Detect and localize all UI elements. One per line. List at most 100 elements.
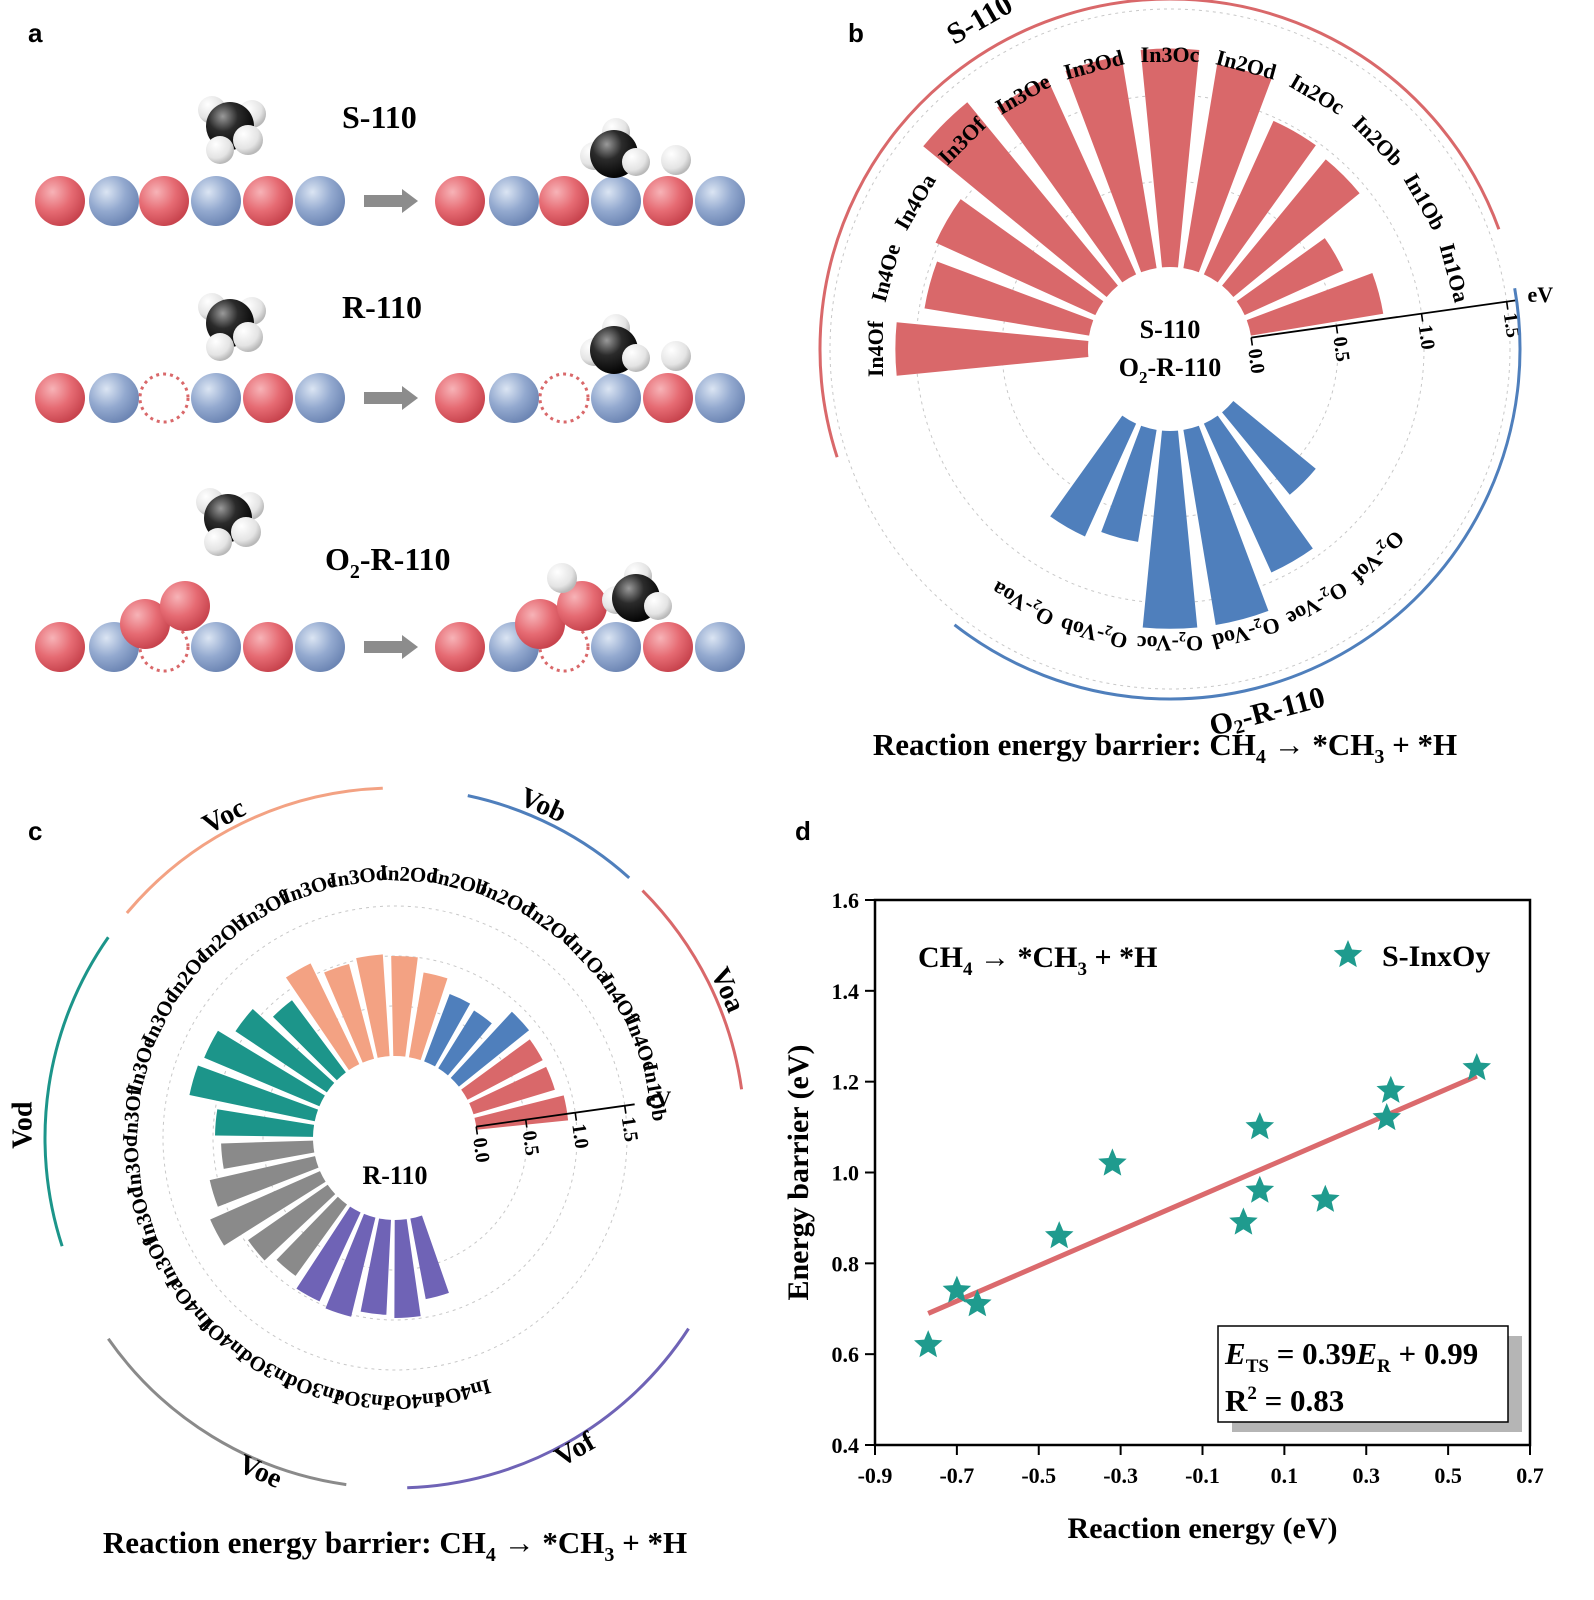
- bar-In4Of: [276, 1196, 348, 1276]
- atom: [435, 373, 485, 423]
- bar-In2Od: [1183, 64, 1272, 273]
- atom: [139, 176, 189, 226]
- bar-In3Oe: [324, 963, 375, 1063]
- panel-a-label: a: [28, 18, 43, 48]
- atom: [643, 176, 693, 226]
- atom: [35, 373, 85, 423]
- y-tick-label: 1.0: [832, 1161, 860, 1186]
- category-label: O2-Vob: [1057, 609, 1131, 654]
- atom: [591, 176, 641, 226]
- data-point: [963, 1289, 992, 1317]
- category-label: In3Oc: [1141, 42, 1200, 67]
- data-point: [1229, 1207, 1258, 1235]
- bar-In4Oa: [248, 1184, 336, 1261]
- group-arc: [467, 794, 631, 880]
- h-atom: [622, 148, 650, 176]
- category-label: In2Od: [379, 861, 439, 888]
- bar-In3Oc: [296, 1206, 361, 1302]
- data-point: [1372, 1103, 1401, 1131]
- atom: [191, 373, 241, 423]
- category-label: In1Oa: [1435, 241, 1475, 305]
- category-label: In2Ob: [1348, 110, 1409, 171]
- legend-label: S-InxOy: [1382, 940, 1490, 973]
- bar-In3Oe: [997, 78, 1137, 283]
- radial-tick: [475, 1126, 479, 1135]
- atom: [695, 176, 745, 226]
- bar-In1Ob: [474, 1095, 569, 1130]
- bar-O2-Vod: [1183, 425, 1269, 626]
- atom: [89, 373, 139, 423]
- grid-circle: [915, 94, 1425, 604]
- atom: [295, 176, 345, 226]
- bar-In3Od: [356, 954, 390, 1058]
- unit-label: eV: [646, 1086, 672, 1111]
- bar-In3Od: [1065, 55, 1157, 273]
- data-point: [1245, 1112, 1275, 1140]
- y-tick-label: 0.6: [832, 1342, 860, 1367]
- row-3-label: O2-R-110: [325, 541, 451, 583]
- x-tick-label: -0.3: [1103, 1463, 1138, 1488]
- r-squared: R2 = 0.83: [1225, 1383, 1344, 1418]
- group-arc: [107, 1337, 347, 1487]
- y-axis-label: Energy barrier (eV): [782, 1044, 815, 1300]
- category-label: In3Of: [118, 1086, 147, 1143]
- category-label: In3Oc: [117, 1137, 147, 1195]
- x-axis-label: Reaction energy (eV): [1068, 1512, 1338, 1545]
- methane-h: [206, 136, 234, 164]
- caption-b: Reaction energy barrier: CH4 → *CH3 + *H: [873, 727, 1457, 768]
- arrow-head: [402, 386, 418, 410]
- bar-In3Od: [325, 1213, 376, 1317]
- atom: [695, 622, 745, 672]
- data-point: [942, 1275, 972, 1303]
- category-label: In4Oe: [866, 241, 905, 304]
- bar-In3Od: [209, 1156, 319, 1207]
- radial-tick-label: 1.0: [567, 1122, 592, 1150]
- bar-O2-Vob: [1101, 425, 1157, 542]
- bar-O2-Voa: [1050, 415, 1137, 537]
- row-2-label: R-110: [342, 289, 422, 325]
- category-label: In4Oa: [384, 1388, 443, 1416]
- bar-In3Of: [210, 1171, 326, 1246]
- group-label: Vof: [549, 1426, 601, 1474]
- category-label: In3Oe: [122, 1035, 161, 1095]
- o2-atom: [160, 581, 210, 631]
- atom: [89, 176, 139, 226]
- bar-In2Od: [424, 994, 471, 1067]
- center-label: R-110: [363, 1161, 428, 1190]
- scatter-chart-d: -0.9 -0.7 -0.5 -0.3 -0.1 0.1 0.3 0.5 0.7 0.4 0.6 0.…: [782, 888, 1544, 1545]
- atom: [191, 622, 241, 672]
- group-arc: [818, 0, 1501, 458]
- radial-tick-label: 0.5: [1328, 335, 1353, 363]
- x-tick-label: 0.1: [1271, 1463, 1299, 1488]
- radial-tick-label: 0.0: [468, 1136, 493, 1164]
- bar-In4Oe: [469, 1066, 555, 1115]
- grid-circle: [829, 8, 1511, 690]
- atom: [591, 622, 641, 672]
- bar-In3Oc: [1140, 48, 1200, 268]
- atom: [435, 176, 485, 226]
- equation-box: [1217, 1325, 1509, 1423]
- bar-In4Of: [895, 322, 1089, 376]
- data-point: [1311, 1184, 1340, 1212]
- panel-d-label: d: [795, 816, 811, 846]
- bar-O2-Voe: [1203, 415, 1313, 573]
- group-arc: [641, 889, 744, 1090]
- atom: [295, 373, 345, 423]
- center-label: O2-R-110: [1119, 353, 1221, 387]
- y-tick-label: 0.4: [832, 1433, 860, 1458]
- arrow-head: [402, 189, 418, 213]
- vacancy-marker: [538, 372, 590, 424]
- atom: [643, 373, 693, 423]
- category-label: O2-Vof: [1344, 524, 1410, 590]
- panel-b-label: b: [848, 18, 864, 48]
- atom: [489, 373, 539, 423]
- bar-In3Oe: [360, 1218, 391, 1315]
- fit-equation: ETS = 0.39ER + 0.99: [1224, 1336, 1478, 1377]
- bar-In2Ob: [272, 1000, 346, 1081]
- grid-circle: [162, 905, 628, 1371]
- caption-c: Reaction energy barrier: CH4 → *CH3 + *H: [103, 1525, 687, 1566]
- y-tick-label: 1.4: [832, 979, 860, 1004]
- x-tick-label: -0.1: [1185, 1463, 1220, 1488]
- radial-tick: [1250, 337, 1254, 346]
- bar-In4Of: [461, 1039, 543, 1100]
